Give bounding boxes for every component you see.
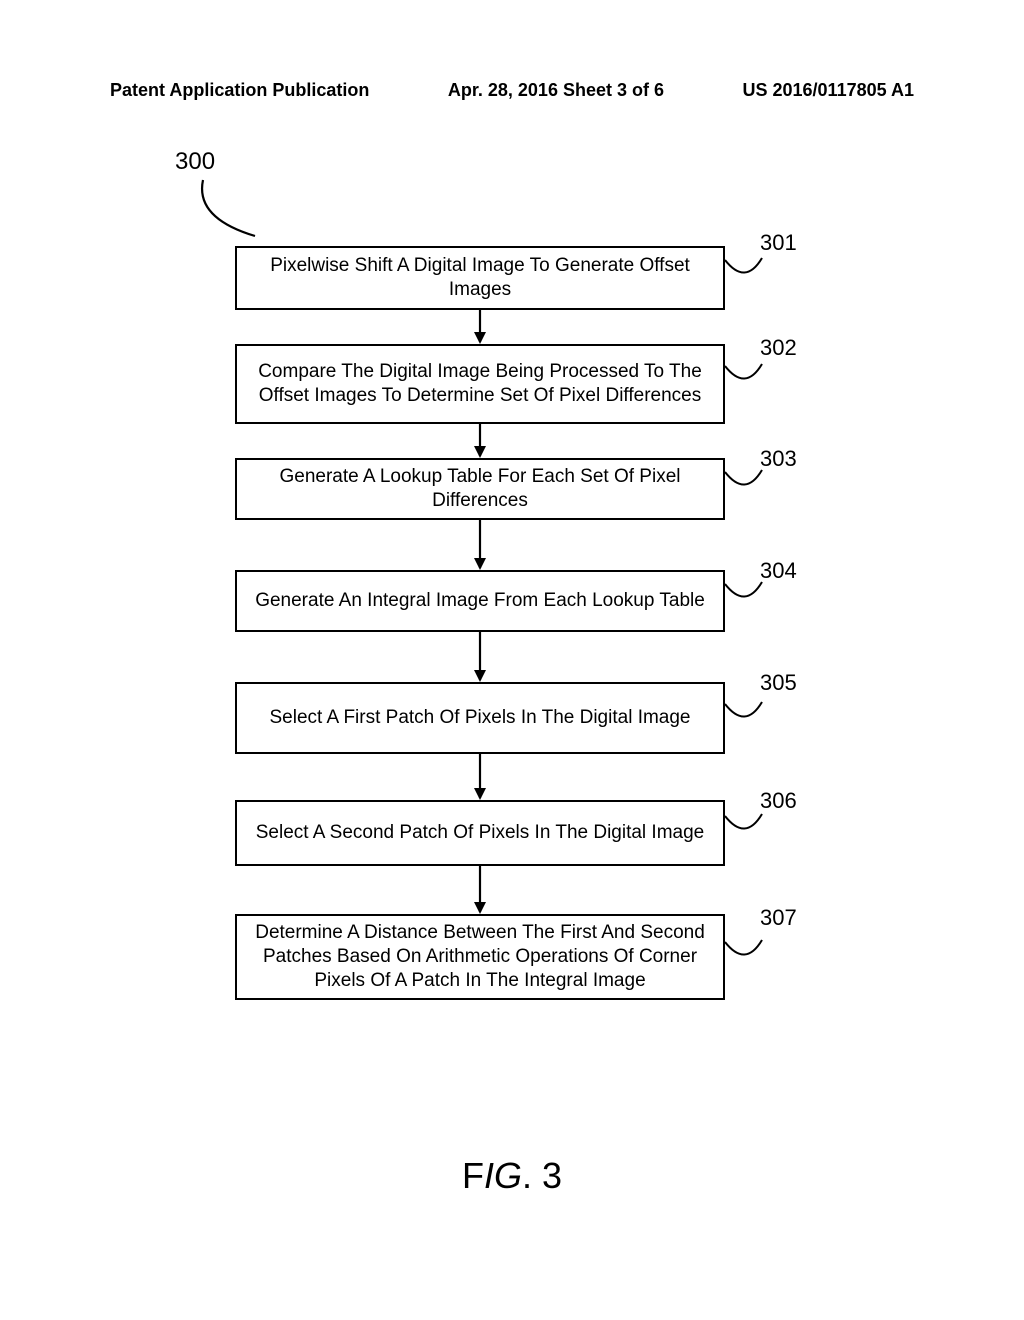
page-header: Patent Application Publication Apr. 28, … <box>0 80 1024 101</box>
step-box-304: Generate An Integral Image From Each Loo… <box>235 570 725 632</box>
page: Patent Application Publication Apr. 28, … <box>0 0 1024 1320</box>
step-text-302: Compare The Digital Image Being Processe… <box>249 360 711 408</box>
ref-label-307: 307 <box>760 905 797 931</box>
step-text-307: Determine A Distance Between The First A… <box>249 921 711 992</box>
header-left: Patent Application Publication <box>110 80 369 101</box>
step-text-303: Generate A Lookup Table For Each Set Of … <box>249 465 711 513</box>
arrow-303-304 <box>470 520 490 570</box>
ref-tick-303 <box>725 468 766 508</box>
leader-300 <box>195 178 285 248</box>
ref-tick-306 <box>725 812 766 852</box>
step-text-305: Select A First Patch Of Pixels In The Di… <box>270 706 691 730</box>
ref-tick-307 <box>725 938 766 978</box>
step-box-305: Select A First Patch Of Pixels In The Di… <box>235 682 725 754</box>
arrow-304-305 <box>470 632 490 682</box>
arrow-305-306 <box>470 754 490 800</box>
header-center: Apr. 28, 2016 Sheet 3 of 6 <box>448 80 664 101</box>
arrow-302-303 <box>470 424 490 458</box>
ref-tick-302 <box>725 362 766 402</box>
step-box-307: Determine A Distance Between The First A… <box>235 914 725 1000</box>
ref-tick-304 <box>725 580 766 620</box>
step-box-301: Pixelwise Shift A Digital Image To Gener… <box>235 246 725 310</box>
step-box-303: Generate A Lookup Table For Each Set Of … <box>235 458 725 520</box>
header-right: US 2016/0117805 A1 <box>743 80 914 101</box>
ref-tick-301 <box>725 256 766 296</box>
figure-caption: FIG. 3 <box>0 1155 1024 1197</box>
step-box-302: Compare The Digital Image Being Processe… <box>235 344 725 424</box>
figcap-F: F <box>462 1155 484 1196</box>
step-text-301: Pixelwise Shift A Digital Image To Gener… <box>249 254 711 302</box>
ref-label-301: 301 <box>760 230 797 256</box>
ref-label-306: 306 <box>760 788 797 814</box>
figure-ref-300: 300 <box>175 148 215 176</box>
step-text-304: Generate An Integral Image From Each Loo… <box>255 589 705 613</box>
arrow-306-307 <box>470 866 490 914</box>
ref-tick-305 <box>725 700 766 740</box>
figcap-IG: IG <box>484 1155 522 1196</box>
figcap-num: . 3 <box>522 1155 562 1196</box>
step-text-306: Select A Second Patch Of Pixels In The D… <box>256 821 705 845</box>
ref-label-302: 302 <box>760 335 797 361</box>
ref-label-305: 305 <box>760 670 797 696</box>
step-box-306: Select A Second Patch Of Pixels In The D… <box>235 800 725 866</box>
arrow-301-302 <box>470 310 490 344</box>
